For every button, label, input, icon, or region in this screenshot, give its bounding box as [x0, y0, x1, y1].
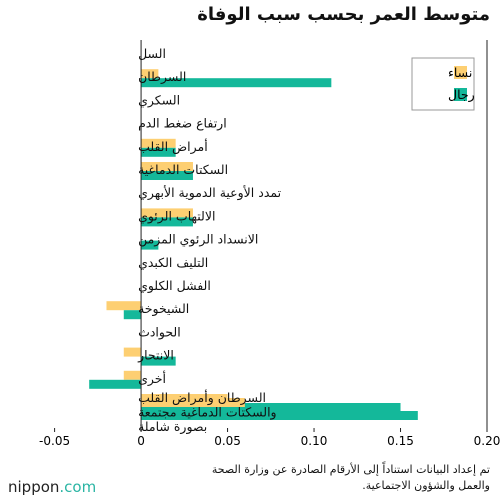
- bar-women: [141, 138, 176, 148]
- bar-men: [141, 171, 193, 180]
- brand-name: nippon: [8, 478, 60, 496]
- bar-men: [141, 78, 332, 88]
- category-label: السكتات الدماغية: [138, 162, 228, 177]
- category-label: الانسداد الرئوي المزمن: [138, 232, 258, 248]
- brand-domain: .com: [59, 478, 97, 496]
- legend-label: نساء: [448, 65, 472, 80]
- category-label: السكري: [138, 92, 180, 108]
- bar-men: [141, 217, 193, 227]
- category-label: الشيخوخة: [138, 301, 189, 317]
- bar-men: [123, 310, 142, 320]
- category-label: الحوادث: [138, 324, 181, 340]
- nippon-logo: nippon.com: [8, 478, 96, 496]
- bar-women: [141, 208, 193, 218]
- legend-label: رجال: [448, 87, 475, 103]
- bar-women: [123, 347, 142, 357]
- bar-women: [141, 69, 159, 79]
- x-tick-label: 0.10: [301, 434, 328, 448]
- bar-women: [106, 301, 142, 311]
- bar-men: [141, 356, 176, 366]
- bar-men: [89, 379, 142, 389]
- category-label: التليف الكبدي: [138, 255, 208, 270]
- bar-combined-women: [141, 398, 245, 407]
- category-label: الانتحار: [137, 348, 174, 364]
- category-label: الفشل الكلوي: [138, 278, 211, 294]
- category-label: الالتهاب الرئوي: [138, 208, 215, 224]
- bar-women: [141, 162, 193, 171]
- category-label: أمراض القلب: [138, 138, 208, 155]
- category-label: السرطان وأمراض القلب والسكتات الدماغية مج…: [138, 389, 277, 435]
- category-label: السرطان: [138, 69, 186, 85]
- bar-women: [123, 370, 142, 380]
- bar-men: [141, 147, 176, 157]
- bar-combined-men: [141, 411, 418, 420]
- bar-men: [141, 240, 159, 250]
- x-tick-label: 0.20: [474, 434, 500, 448]
- category-label: ارتفاع ضغط الدم: [138, 116, 227, 132]
- x-tick-label: 0.15: [387, 434, 414, 448]
- source-note: تم إعداد البيانات استناداً إلى الأرقام ا…: [211, 463, 490, 492]
- bar-men: [141, 403, 401, 412]
- x-tick-label: 0.05: [214, 434, 241, 448]
- x-tick-label: 0: [137, 434, 145, 448]
- category-label: أخرى: [138, 370, 166, 387]
- category-label: تمدد الأوعية الدموية الأبهري: [138, 185, 282, 201]
- category-label: السل: [138, 46, 166, 61]
- legend-swatch: [454, 88, 467, 101]
- x-tick-label: -0.05: [39, 434, 70, 448]
- chart-title: متوسط العمر بحسب سبب الوفاة: [197, 4, 490, 25]
- legend-swatch: [454, 66, 467, 79]
